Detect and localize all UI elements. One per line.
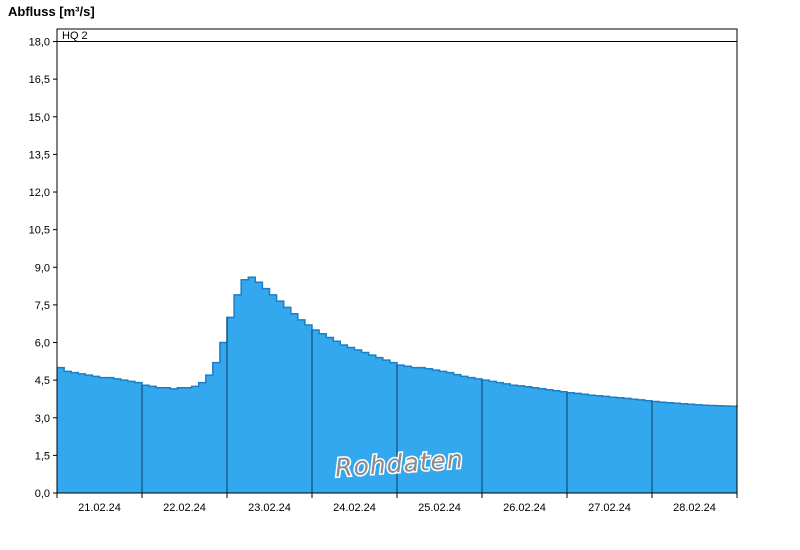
chart-title: Abfluss [m³/s] bbox=[8, 4, 95, 19]
y-tick-label: 4,5 bbox=[35, 375, 50, 387]
x-tick-label: 25.02.24 bbox=[418, 502, 461, 514]
x-tick-label: 27.02.24 bbox=[588, 502, 631, 514]
y-tick-label: 12,0 bbox=[29, 187, 50, 199]
y-tick-label: 15,0 bbox=[29, 112, 50, 124]
x-tick-label: 28.02.24 bbox=[673, 502, 716, 514]
y-tick-label: 13,5 bbox=[29, 149, 50, 161]
x-tick-label: 21.02.24 bbox=[78, 502, 121, 514]
y-tick-label: 18,0 bbox=[29, 37, 50, 49]
day-gridlines bbox=[141, 317, 653, 493]
y-tick-label: 3,0 bbox=[35, 413, 50, 425]
y-tick-label: 16,5 bbox=[29, 74, 50, 86]
y-tick-label: 9,0 bbox=[35, 262, 50, 274]
x-axis: 21.02.24 22.02.24 23.02.24 24.02.24 25.02.24… bbox=[56, 493, 738, 514]
y-tick-label: 7,5 bbox=[35, 300, 50, 312]
x-tick-label: 24.02.24 bbox=[333, 502, 376, 514]
y-axis: 0,0 1,5 3,0 4,5 6,0 7,5 9,0 10,5 12,0 13,5 15,0 16,… bbox=[29, 37, 57, 500]
x-tick-label: 26.02.24 bbox=[503, 502, 546, 514]
y-tick-label: 1,5 bbox=[35, 450, 50, 462]
y-tick-label: 10,5 bbox=[29, 225, 50, 237]
x-tick-label: 23.02.24 bbox=[248, 502, 291, 514]
x-tick-label: 22.02.24 bbox=[163, 502, 206, 514]
y-tick-label: 6,0 bbox=[35, 338, 50, 350]
y-tick-label: 0,0 bbox=[35, 488, 50, 500]
hq2-label: HQ 2 bbox=[62, 30, 88, 42]
